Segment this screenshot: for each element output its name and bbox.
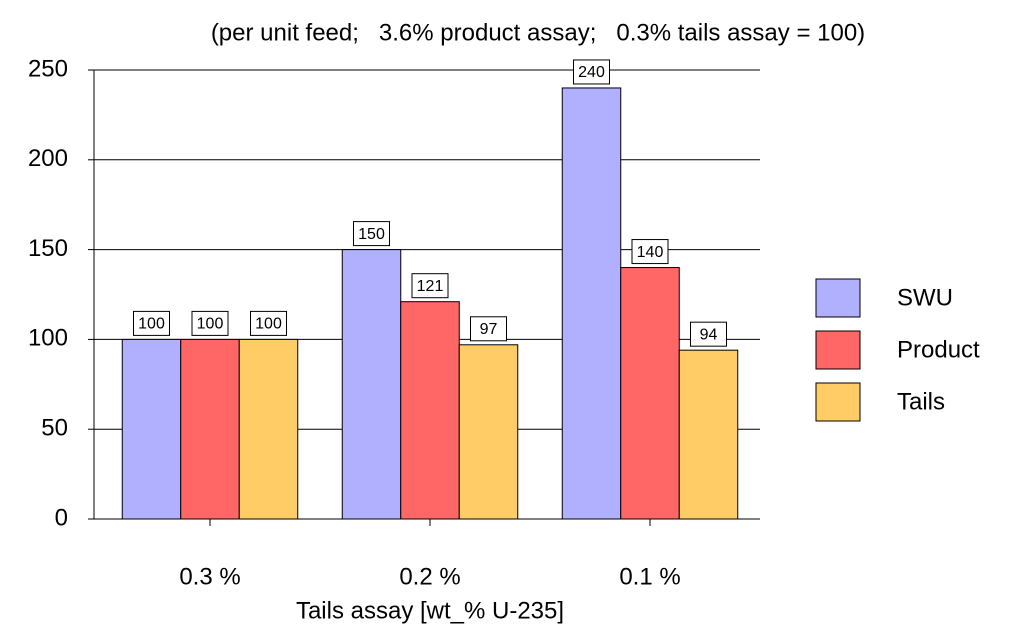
value-label-box	[353, 221, 390, 247]
legend-swatch	[815, 278, 861, 318]
value-label: 100	[138, 316, 165, 333]
chart-title: (per unit feed; 3.6% product assay; 0.3%…	[211, 19, 865, 46]
value-label-box	[411, 273, 449, 299]
value-label: 121	[417, 278, 444, 295]
value-label-box	[573, 59, 610, 85]
bar	[121, 338, 182, 520]
value-label: 100	[255, 316, 282, 333]
legend-swatch	[815, 330, 861, 370]
bar	[561, 87, 622, 520]
y-tick-label: 150	[28, 235, 68, 262]
x-tick-label: 0.3 %	[179, 563, 240, 590]
value-label: 150	[358, 226, 385, 243]
bar	[180, 338, 240, 520]
bar	[341, 249, 402, 520]
bar	[620, 267, 680, 520]
x-tick-label: 0.1 %	[619, 563, 680, 590]
legend-swatch	[815, 382, 861, 422]
bar	[238, 338, 299, 520]
x-tick-label: 0.2 %	[399, 563, 460, 590]
legend-label: SWU	[897, 284, 953, 311]
y-tick-label: 100	[28, 325, 68, 352]
bar	[678, 349, 739, 520]
y-tick-label: 50	[41, 415, 68, 442]
value-label-box	[250, 310, 287, 336]
value-label: 100	[197, 316, 224, 333]
value-label: 240	[578, 64, 605, 81]
value-label-box	[133, 310, 170, 336]
y-tick-label: 0	[55, 504, 68, 531]
value-label-box	[631, 239, 669, 265]
legend-label: Tails	[897, 388, 945, 415]
x-axis-title: Tails assay [wt_% U-235]	[296, 597, 564, 624]
y-tick-label: 250	[28, 55, 68, 82]
legend-label: Product	[897, 336, 980, 363]
value-label: 94	[700, 326, 718, 343]
value-label-box	[470, 316, 507, 342]
y-tick-label: 200	[28, 145, 68, 172]
bar	[458, 344, 519, 520]
value-label-box	[191, 310, 229, 336]
bar	[400, 301, 460, 520]
value-label-box	[690, 321, 727, 347]
value-label: 97	[480, 321, 498, 338]
value-label: 140	[637, 244, 664, 261]
